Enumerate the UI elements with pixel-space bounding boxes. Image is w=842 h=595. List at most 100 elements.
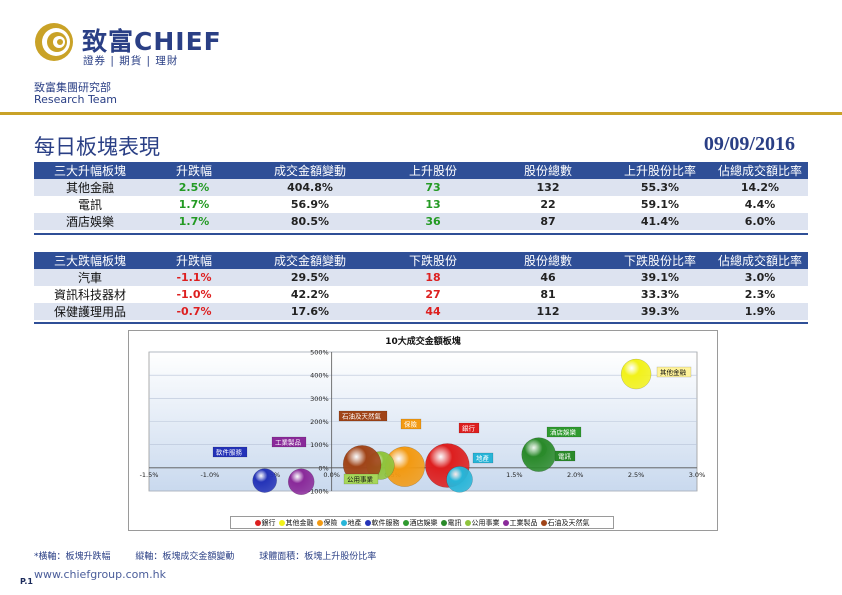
turnover-change: 404.8% xyxy=(242,179,378,196)
legend-item: 電訊 xyxy=(440,518,462,528)
x-tick-label: -1.5% xyxy=(140,471,159,479)
bubble-label: 軟件服務 xyxy=(216,448,243,457)
column-header: 上升股份比率 xyxy=(608,162,712,179)
turnover-share: 1.9% xyxy=(712,303,808,320)
department-english: Research Team xyxy=(34,93,118,106)
legend-item: 酒店娛樂 xyxy=(402,518,438,528)
column-header: 下跌股份 xyxy=(378,252,488,269)
website-link[interactable]: www.chiefgroup.com.hk xyxy=(34,568,166,581)
legend-dot-icon xyxy=(278,519,285,526)
x-tick-label: 1.5% xyxy=(506,471,523,479)
column-header: 股份總數 xyxy=(488,162,608,179)
falling-count: 18 xyxy=(378,269,488,286)
table-divider xyxy=(34,322,808,324)
turnover-change: 42.2% xyxy=(290,288,330,301)
column-header: 佔總成交額比率 xyxy=(712,252,808,269)
report-date: 09/09/2016 xyxy=(703,133,795,155)
table-row: 電訊 1.7% 56.9% 13 22 59.1% 4.4% xyxy=(34,196,808,213)
change-percent: -0.7% xyxy=(146,303,242,320)
column-header: 三大跌幅板塊 xyxy=(34,252,146,269)
bubble-label-box xyxy=(212,446,248,458)
bubble-chart-plot: -100%0%100%200%300%400%500%-1.5%-1.0%-0.… xyxy=(140,349,706,496)
table-header-row: 三大跌幅板塊 升跌幅 成交金額變動 下跌股份 股份總數 下跌股份比率 佔總成交額… xyxy=(34,252,808,269)
falling-ratio: 39.3% xyxy=(608,303,712,320)
legend-dot-icon xyxy=(402,519,409,526)
falling-count: 27 xyxy=(425,288,441,301)
sector-name: 其他金融 xyxy=(34,179,146,196)
rising-count: 13 xyxy=(425,198,441,211)
legend-dot-icon xyxy=(540,519,547,526)
x-tick-label: -1.0% xyxy=(200,471,219,479)
turnover-share: 14.2% xyxy=(712,179,808,196)
legend-label: 地產 xyxy=(347,518,362,527)
legend-item: 其他金融 xyxy=(278,518,314,528)
total-count: 132 xyxy=(488,179,608,196)
sector-name: 電訊 xyxy=(77,198,102,212)
change-percent: 1.7% xyxy=(178,198,210,211)
bubble-label-box xyxy=(472,452,494,464)
column-header: 上升股份 xyxy=(378,162,488,179)
falling-ratio: 33.3% xyxy=(640,288,680,301)
total-count: 22 xyxy=(540,198,556,211)
turnover-share: 2.3% xyxy=(744,288,776,301)
bubble-label-box xyxy=(271,436,307,448)
brand-tagline: 證券 | 期貨 | 理財 xyxy=(83,55,179,67)
top-gainers-table: 三大升幅板塊 升跌幅 成交金額變動 上升股份 股份總數 上升股份比率 佔總成交額… xyxy=(34,162,808,230)
legend-label: 工業製品 xyxy=(509,518,538,527)
bubble-label-box xyxy=(400,418,422,430)
turnover-change: 29.5% xyxy=(242,269,378,286)
bubble-label-box xyxy=(554,450,576,462)
bubble-4 xyxy=(446,466,473,493)
bubble-label-box xyxy=(343,473,379,485)
change-percent: 1.7% xyxy=(146,213,242,230)
bubble-label: 工業製品 xyxy=(275,438,301,447)
column-header: 升跌幅 xyxy=(146,162,242,179)
falling-count: 44 xyxy=(378,303,488,320)
bubble-7 xyxy=(521,437,556,472)
total-count: 112 xyxy=(488,303,608,320)
x-tick-label: 3.0% xyxy=(689,471,706,479)
header-divider xyxy=(0,112,842,115)
chart-footnote: *橫軸：板塊升跌幅 縱軸：板塊成交金額變動 球體面積：板塊上升股份比率 xyxy=(34,549,398,562)
table-row: 其他金融 2.5% 404.8% 73 132 55.3% 14.2% xyxy=(34,179,808,196)
table-row: 酒店娛樂 1.7% 80.5% 36 87 41.4% 6.0% xyxy=(34,213,808,230)
bubble-label: 酒店娛樂 xyxy=(550,428,577,437)
legend-dot-icon xyxy=(440,519,447,526)
y-tick-label: -100% xyxy=(308,488,329,496)
legend-dot-icon xyxy=(464,519,471,526)
footnote-bubble: 球體面積：板塊上升股份比率 xyxy=(259,552,377,562)
turnover-change: 17.6% xyxy=(242,303,378,320)
column-header: 成交金額變動 xyxy=(242,252,378,269)
falling-ratio: 39.1% xyxy=(608,269,712,286)
column-header: 成交金額變動 xyxy=(242,162,378,179)
column-header: 升跌幅 xyxy=(146,252,242,269)
legend-item: 公用事業 xyxy=(464,518,500,528)
table-header-row: 三大升幅板塊 升跌幅 成交金額變動 上升股份 股份總數 上升股份比率 佔總成交額… xyxy=(34,162,808,179)
legend-item: 銀行 xyxy=(254,518,276,528)
legend-dot-icon xyxy=(340,519,347,526)
table-row: 保健護理用品 -0.7% 17.6% 44 112 39.3% 1.9% xyxy=(34,303,808,320)
legend-dot-icon xyxy=(316,519,323,526)
bubble-label: 公用事業 xyxy=(347,475,374,484)
table-row: 資訊科技器材 -1.0% 42.2% 27 81 33.3% 2.3% xyxy=(34,286,808,303)
column-header: 股份總數 xyxy=(488,252,608,269)
sector-name: 保健護理用品 xyxy=(34,303,146,320)
bubble-label-box xyxy=(546,426,582,438)
turnover-share: 4.4% xyxy=(744,198,776,211)
bubble-label: 電訊 xyxy=(558,452,572,461)
department-chinese: 致富集團研究部 xyxy=(34,81,111,94)
legend-label: 其他金融 xyxy=(285,518,314,527)
page-title: 每日板塊表現 xyxy=(34,135,160,159)
total-count: 46 xyxy=(488,269,608,286)
legend-label: 銀行 xyxy=(261,518,276,527)
bubble-label: 石油及天然氣 xyxy=(342,412,382,421)
brand-name: 致富CHIEF xyxy=(82,27,222,56)
column-header: 佔總成交額比率 xyxy=(712,162,808,179)
legend-label: 電訊 xyxy=(447,518,462,527)
legend-dot-icon xyxy=(254,519,261,526)
legend-label: 公用事業 xyxy=(471,518,500,527)
rising-ratio: 41.4% xyxy=(608,213,712,230)
y-tick-label: 500% xyxy=(310,349,329,357)
bubble-label-box xyxy=(458,422,480,434)
footnote-y-axis: 縱軸：板塊成交金額變動 xyxy=(135,552,235,562)
